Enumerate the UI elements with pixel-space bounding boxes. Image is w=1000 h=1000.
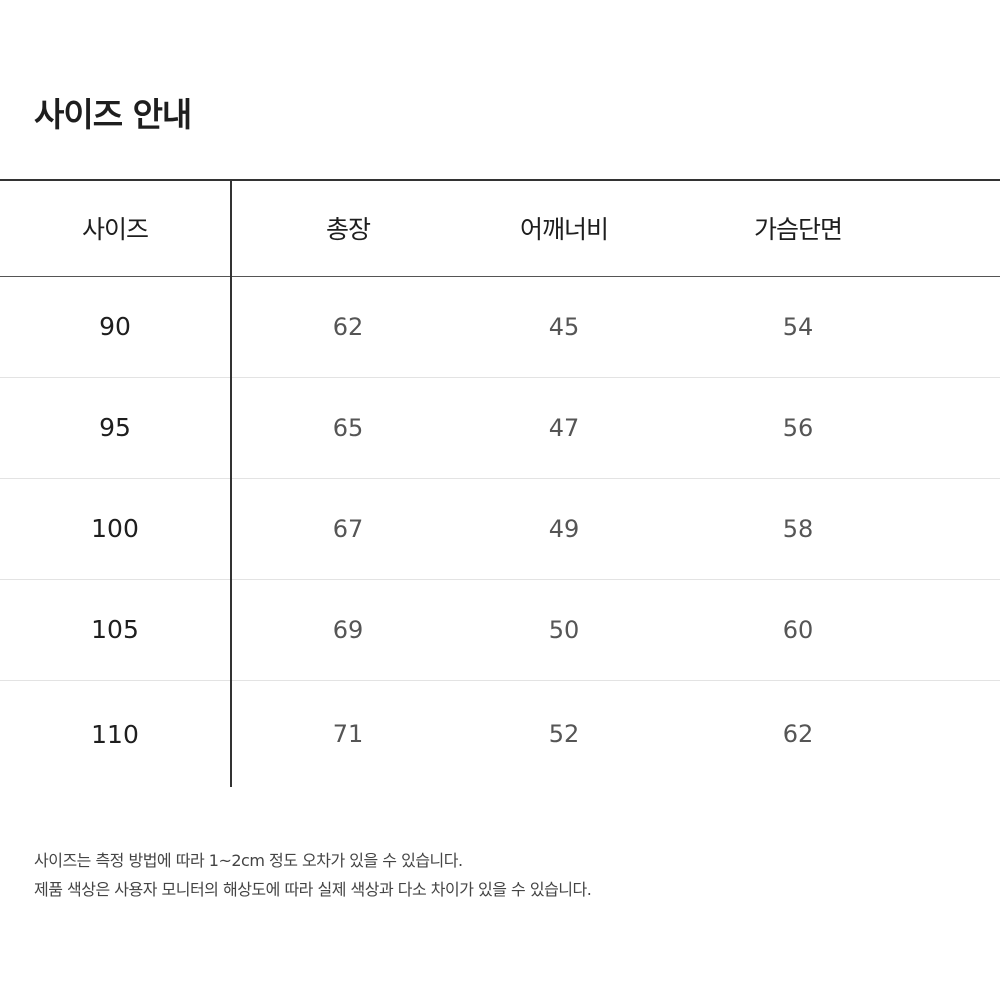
cell-shoulder-width: 45 <box>464 276 664 378</box>
cell-sleeve <box>932 478 1000 580</box>
cell-sleeve <box>932 680 1000 787</box>
table-row: 95 65 47 56 <box>0 377 1000 479</box>
header-size: 사이즈 <box>0 179 232 277</box>
header-shoulder-width: 어깨너비 <box>464 179 664 277</box>
cell-sleeve <box>932 377 1000 479</box>
cell-size: 95 <box>0 377 232 479</box>
note-measurement-tolerance: 사이즈는 측정 방법에 따라 1~2cm 정도 오차가 있을 수 있습니다. <box>34 851 463 870</box>
cell-size: 105 <box>0 579 232 681</box>
table-row: 100 67 49 58 <box>0 478 1000 580</box>
cell-chest-width: 56 <box>664 377 932 479</box>
cell-shoulder-width: 49 <box>464 478 664 580</box>
header-chest-width: 가슴단면 <box>664 179 932 277</box>
cell-shoulder-width: 50 <box>464 579 664 681</box>
cell-size: 110 <box>0 680 232 787</box>
header-sleeve: 소 <box>932 179 1000 277</box>
cell-shoulder-width: 52 <box>464 680 664 787</box>
header-total-length: 총장 <box>231 179 464 277</box>
cell-total-length: 71 <box>231 680 464 787</box>
size-table-container: 사이즈 총장 어깨너비 가슴단면 소 90 62 45 54 95 65 47 … <box>0 179 1000 787</box>
size-table: 사이즈 총장 어깨너비 가슴단면 소 90 62 45 54 95 65 47 … <box>0 179 1000 787</box>
cell-size: 100 <box>0 478 232 580</box>
cell-chest-width: 54 <box>664 276 932 378</box>
cell-chest-width: 58 <box>664 478 932 580</box>
note-color-difference: 제품 색상은 사용자 모니터의 해상도에 따라 실제 색상과 다소 차이가 있을… <box>34 880 592 899</box>
cell-total-length: 65 <box>231 377 464 479</box>
cell-size: 90 <box>0 276 232 378</box>
cell-total-length: 62 <box>231 276 464 378</box>
cell-shoulder-width: 47 <box>464 377 664 479</box>
cell-total-length: 67 <box>231 478 464 580</box>
table-row: 90 62 45 54 <box>0 276 1000 378</box>
table-header-row: 사이즈 총장 어깨너비 가슴단면 소 <box>0 179 1000 277</box>
table-row: 105 69 50 60 <box>0 579 1000 681</box>
cell-sleeve <box>932 276 1000 378</box>
cell-chest-width: 62 <box>664 680 932 787</box>
cell-total-length: 69 <box>231 579 464 681</box>
page-title: 사이즈 안내 <box>34 95 192 134</box>
cell-sleeve <box>932 579 1000 681</box>
notes-list: 사이즈는 측정 방법에 따라 1~2cm 정도 오차가 있을 수 있습니다. 제… <box>34 846 592 904</box>
table-row: 110 71 52 62 <box>0 680 1000 787</box>
cell-chest-width: 60 <box>664 579 932 681</box>
